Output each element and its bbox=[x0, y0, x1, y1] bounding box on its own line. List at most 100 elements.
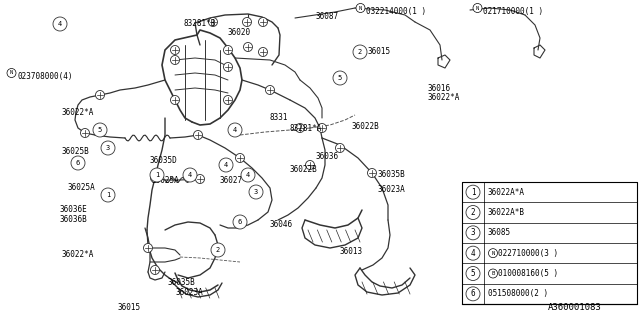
Text: 4: 4 bbox=[224, 162, 228, 168]
Text: 36035D: 36035D bbox=[150, 156, 178, 165]
Circle shape bbox=[228, 123, 242, 137]
Text: 36022*A: 36022*A bbox=[428, 93, 460, 102]
Text: 4: 4 bbox=[233, 127, 237, 133]
Text: 83281*B: 83281*B bbox=[183, 19, 216, 28]
Text: N: N bbox=[359, 5, 362, 11]
Circle shape bbox=[333, 71, 347, 85]
Circle shape bbox=[241, 168, 255, 182]
Circle shape bbox=[183, 168, 197, 182]
Circle shape bbox=[71, 156, 85, 170]
Circle shape bbox=[150, 173, 159, 182]
Circle shape bbox=[466, 185, 480, 199]
Circle shape bbox=[101, 141, 115, 155]
Circle shape bbox=[223, 45, 232, 54]
Text: 022710000(3 ): 022710000(3 ) bbox=[498, 249, 558, 258]
Text: 2: 2 bbox=[358, 49, 362, 55]
Text: 36036E: 36036E bbox=[60, 205, 88, 214]
Text: 36016: 36016 bbox=[428, 84, 451, 93]
Circle shape bbox=[367, 169, 376, 178]
Circle shape bbox=[488, 249, 497, 258]
Circle shape bbox=[466, 226, 480, 240]
Circle shape bbox=[243, 43, 253, 52]
Circle shape bbox=[488, 269, 497, 278]
Text: 4: 4 bbox=[188, 172, 192, 178]
Text: 5: 5 bbox=[98, 127, 102, 133]
Text: 3: 3 bbox=[254, 189, 258, 195]
Text: 36023A: 36023A bbox=[175, 288, 203, 297]
Circle shape bbox=[243, 18, 252, 27]
Text: 36022B: 36022B bbox=[290, 165, 317, 174]
Text: 2: 2 bbox=[216, 247, 220, 253]
Circle shape bbox=[466, 205, 480, 220]
Text: 5: 5 bbox=[470, 269, 476, 278]
Circle shape bbox=[195, 174, 205, 183]
Text: 36015: 36015 bbox=[118, 303, 141, 312]
Text: 36046: 36046 bbox=[270, 220, 293, 229]
Circle shape bbox=[317, 124, 326, 132]
Bar bbox=[462, 182, 637, 304]
Text: 36025B: 36025B bbox=[62, 147, 90, 156]
Circle shape bbox=[101, 188, 115, 202]
Text: 36023A: 36023A bbox=[378, 185, 406, 194]
Text: 36036: 36036 bbox=[315, 152, 338, 161]
Circle shape bbox=[466, 267, 480, 281]
Text: 83281*A: 83281*A bbox=[290, 124, 323, 133]
Circle shape bbox=[150, 266, 159, 275]
Circle shape bbox=[81, 129, 90, 138]
Text: 3: 3 bbox=[470, 228, 476, 237]
Text: 021710000(1 ): 021710000(1 ) bbox=[483, 7, 543, 16]
Text: 6: 6 bbox=[470, 289, 476, 298]
Circle shape bbox=[259, 18, 268, 27]
Circle shape bbox=[53, 17, 67, 31]
Circle shape bbox=[473, 4, 482, 12]
Text: 051508000(2 ): 051508000(2 ) bbox=[488, 289, 548, 298]
Circle shape bbox=[223, 95, 232, 105]
Text: 36027: 36027 bbox=[220, 176, 243, 185]
Circle shape bbox=[93, 123, 107, 137]
Text: 36013: 36013 bbox=[340, 247, 363, 256]
Circle shape bbox=[466, 246, 480, 260]
Circle shape bbox=[249, 185, 263, 199]
Text: A360001083: A360001083 bbox=[548, 303, 602, 313]
Text: B: B bbox=[492, 271, 495, 276]
Text: 1: 1 bbox=[155, 172, 159, 178]
Text: 1: 1 bbox=[470, 188, 476, 197]
Text: 36035B: 36035B bbox=[378, 170, 406, 179]
Text: 5: 5 bbox=[338, 75, 342, 81]
Circle shape bbox=[296, 124, 305, 132]
Text: 36022*A: 36022*A bbox=[62, 108, 94, 117]
Text: 3: 3 bbox=[106, 145, 110, 151]
Text: 36087: 36087 bbox=[315, 12, 338, 21]
Circle shape bbox=[236, 154, 244, 163]
Text: 1: 1 bbox=[106, 192, 110, 198]
Circle shape bbox=[233, 215, 247, 229]
Text: 032214000(1 ): 032214000(1 ) bbox=[366, 7, 426, 16]
Text: 36020: 36020 bbox=[228, 28, 251, 37]
Circle shape bbox=[356, 4, 365, 12]
Circle shape bbox=[170, 55, 179, 65]
Text: 4: 4 bbox=[58, 21, 62, 27]
Text: 2: 2 bbox=[470, 208, 476, 217]
Text: 36025A: 36025A bbox=[68, 183, 96, 192]
Text: 8331: 8331 bbox=[269, 113, 287, 122]
Circle shape bbox=[150, 168, 164, 182]
Text: 36022*A: 36022*A bbox=[62, 250, 94, 259]
Circle shape bbox=[170, 45, 179, 54]
Circle shape bbox=[305, 161, 314, 170]
Text: 023708000(4): 023708000(4) bbox=[17, 72, 72, 81]
Text: 36036B: 36036B bbox=[60, 215, 88, 224]
Circle shape bbox=[223, 62, 232, 71]
Text: 36022A*A: 36022A*A bbox=[488, 188, 525, 197]
Text: 6: 6 bbox=[76, 160, 80, 166]
Circle shape bbox=[259, 47, 268, 57]
Circle shape bbox=[335, 143, 344, 153]
Text: 36085: 36085 bbox=[488, 228, 511, 237]
Text: 36035B: 36035B bbox=[168, 278, 196, 287]
Text: N: N bbox=[10, 70, 13, 76]
Text: N: N bbox=[476, 5, 479, 11]
Text: 36025A: 36025A bbox=[152, 176, 180, 185]
Text: 4: 4 bbox=[246, 172, 250, 178]
Circle shape bbox=[219, 158, 233, 172]
Circle shape bbox=[211, 243, 225, 257]
Text: 36015: 36015 bbox=[367, 47, 390, 56]
